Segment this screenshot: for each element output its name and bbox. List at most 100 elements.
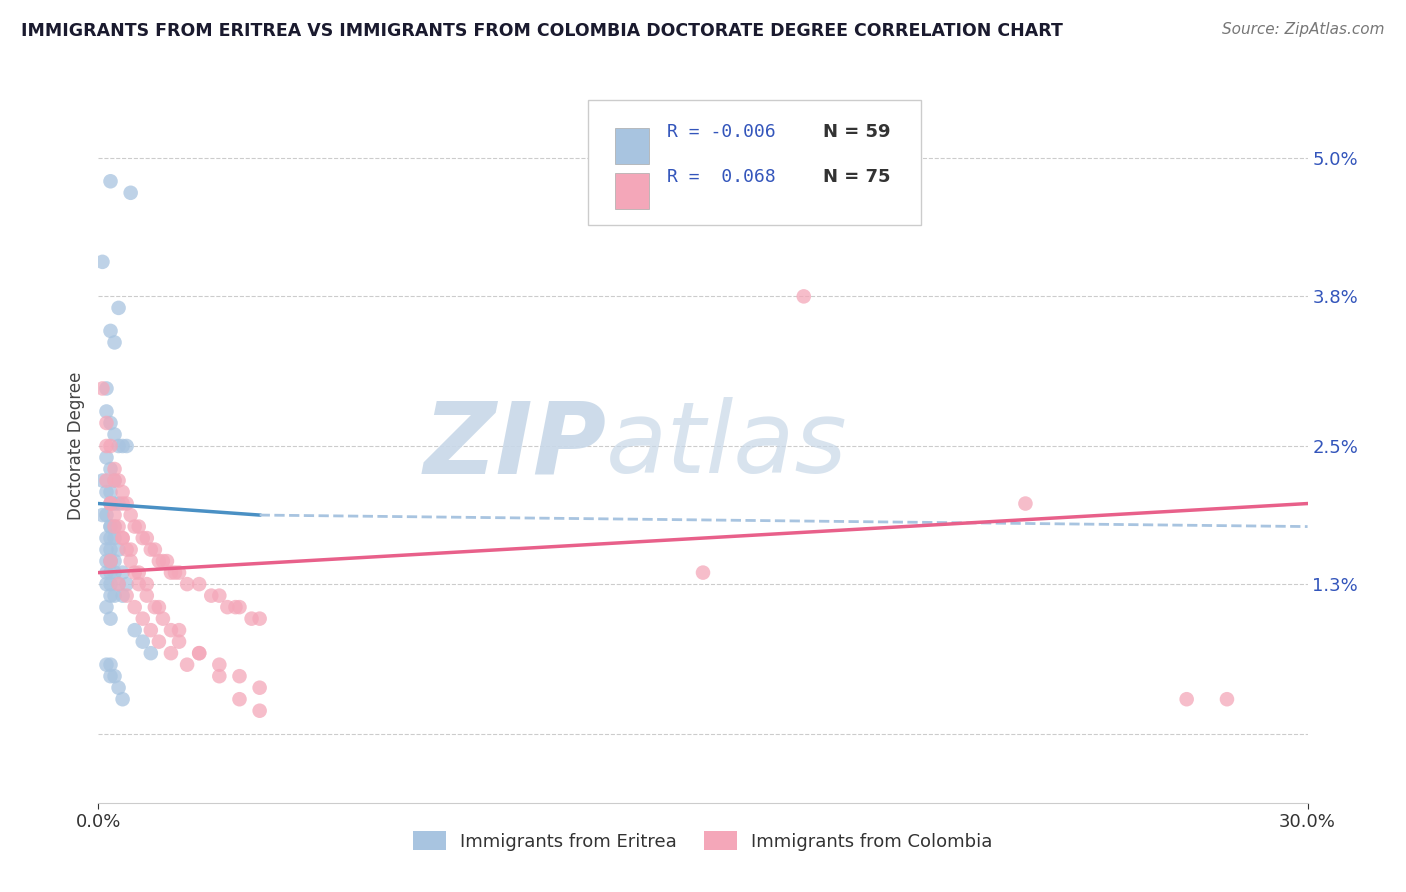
Point [167, 623, 190, 637]
Point [100, 589, 122, 603]
Point [91, 381, 114, 395]
Point [100, 324, 122, 338]
Point [96, 657, 118, 672]
Point [188, 646, 211, 660]
FancyBboxPatch shape [614, 128, 648, 164]
Text: N = 59: N = 59 [823, 123, 890, 141]
Point [120, 542, 142, 557]
Y-axis label: Doctorate Degree: Doctorate Degree [66, 372, 84, 520]
Point [167, 634, 190, 648]
Point [103, 519, 125, 533]
Point [100, 174, 122, 188]
Point [124, 623, 146, 637]
Point [100, 497, 122, 511]
Point [148, 634, 170, 648]
Point [249, 612, 271, 626]
Point [132, 531, 155, 545]
Point [1216, 692, 1239, 706]
Point [135, 589, 157, 603]
Text: R =  0.068: R = 0.068 [666, 168, 776, 186]
Point [132, 634, 155, 648]
Point [128, 577, 150, 591]
Point [692, 566, 714, 580]
Point [111, 485, 134, 500]
Point [91, 255, 114, 269]
Point [1175, 692, 1198, 706]
Point [249, 681, 271, 695]
Point [163, 566, 186, 580]
Point [143, 600, 166, 615]
Point [100, 462, 122, 476]
Point [103, 508, 125, 522]
Point [156, 554, 179, 568]
Point [107, 519, 129, 533]
Point [160, 566, 183, 580]
Point [200, 589, 222, 603]
Point [160, 646, 183, 660]
Point [107, 439, 129, 453]
Point [96, 416, 118, 430]
Point [107, 301, 129, 315]
Point [100, 485, 122, 500]
Point [176, 577, 198, 591]
Point [124, 600, 146, 615]
Point [111, 531, 134, 545]
Point [1014, 497, 1036, 511]
Point [91, 508, 114, 522]
Point [120, 508, 142, 522]
Point [120, 186, 142, 200]
Point [228, 600, 250, 615]
Point [176, 657, 198, 672]
Text: N = 75: N = 75 [823, 168, 890, 186]
Point [188, 646, 211, 660]
Point [228, 669, 250, 683]
Point [188, 577, 211, 591]
Point [96, 566, 118, 580]
Point [100, 554, 122, 568]
Point [96, 577, 118, 591]
Point [115, 497, 138, 511]
Point [103, 462, 125, 476]
Point [135, 531, 157, 545]
Point [124, 566, 146, 580]
Point [111, 497, 134, 511]
Point [107, 542, 129, 557]
Point [96, 381, 118, 395]
Point [96, 542, 118, 557]
Point [107, 577, 129, 591]
Point [103, 427, 125, 442]
Point [96, 485, 118, 500]
Point [139, 542, 162, 557]
Point [100, 416, 122, 430]
Text: R = -0.006: R = -0.006 [666, 123, 776, 141]
Point [96, 554, 118, 568]
Point [228, 692, 250, 706]
Point [100, 519, 122, 533]
Point [111, 566, 134, 580]
Point [115, 589, 138, 603]
Point [128, 519, 150, 533]
Text: Source: ZipAtlas.com: Source: ZipAtlas.com [1222, 22, 1385, 37]
FancyBboxPatch shape [588, 100, 921, 225]
Point [96, 404, 118, 418]
Point [240, 612, 263, 626]
Point [160, 623, 183, 637]
Point [128, 566, 150, 580]
Point [135, 577, 157, 591]
Point [103, 669, 125, 683]
Point [96, 474, 118, 488]
Point [103, 497, 125, 511]
Point [249, 704, 271, 718]
Point [100, 554, 122, 568]
Point [148, 554, 170, 568]
Text: ZIP: ZIP [423, 398, 606, 494]
Point [148, 600, 170, 615]
Point [115, 577, 138, 591]
Point [100, 439, 122, 453]
Point [96, 508, 118, 522]
Point [139, 646, 162, 660]
Point [91, 474, 114, 488]
Point [152, 612, 174, 626]
Point [217, 600, 239, 615]
Point [124, 519, 146, 533]
